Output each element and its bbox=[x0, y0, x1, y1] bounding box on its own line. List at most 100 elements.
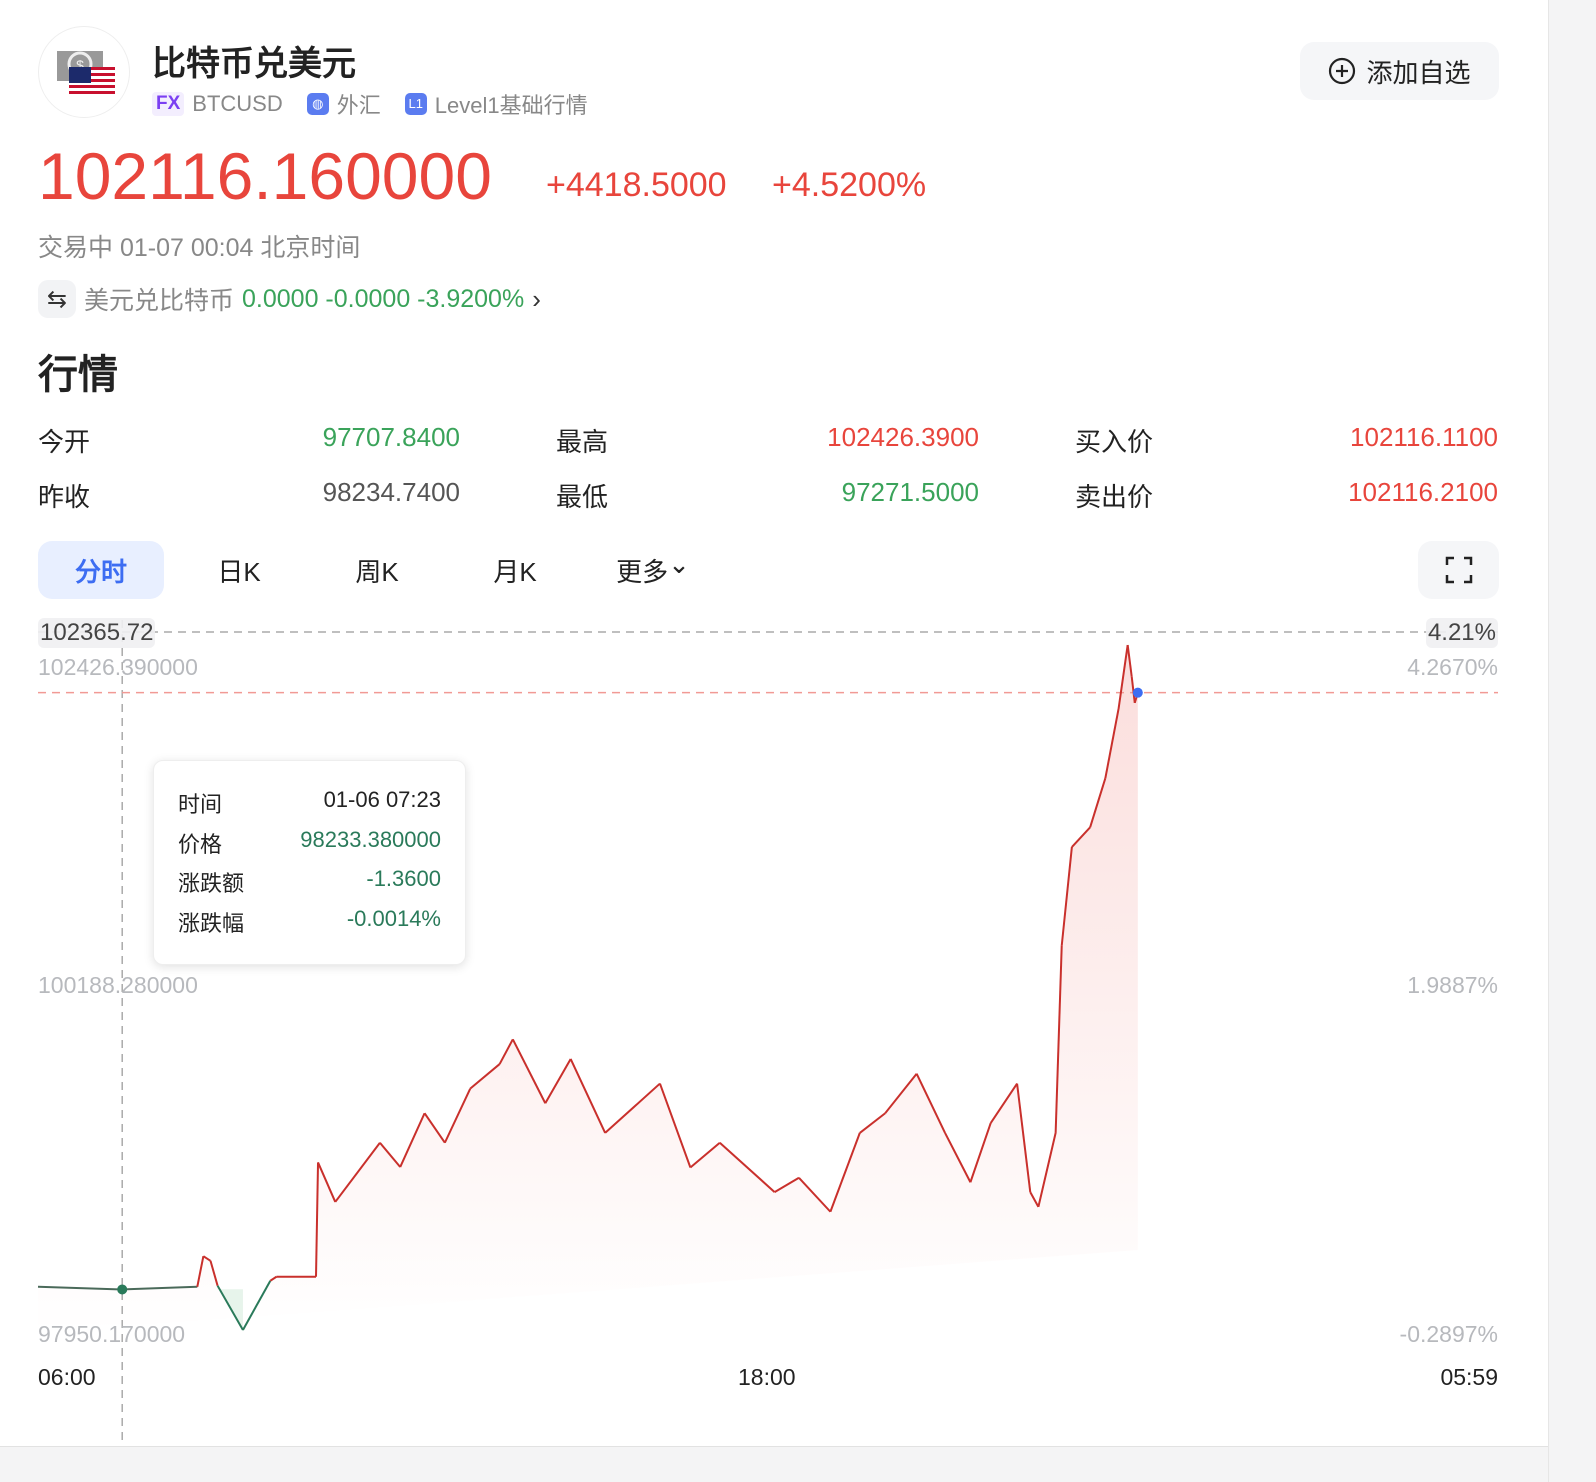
price-line-segment bbox=[511, 1038, 547, 1104]
market: 外汇 bbox=[336, 93, 381, 118]
y-right-tick: 1.9887% bbox=[1407, 972, 1498, 998]
price-line-segment bbox=[1089, 777, 1107, 828]
price-line-segment bbox=[498, 1038, 514, 1065]
price-line-segment bbox=[423, 1112, 446, 1144]
tooltip-value: 98233.380000 bbox=[300, 826, 441, 852]
price-line-segment bbox=[379, 1142, 401, 1168]
tooltip-label: 涨跌额 bbox=[178, 871, 245, 896]
price-line-segment bbox=[719, 1142, 776, 1193]
reverse-pair-name: 美元兑比特币 bbox=[84, 287, 235, 315]
price-change: +4418.5000 bbox=[546, 166, 727, 204]
trading-status: 交易中 01-07 00:04 北京时间 bbox=[38, 234, 361, 262]
stat-value: 97271.5000 bbox=[841, 477, 979, 507]
price-line-segment bbox=[944, 1132, 972, 1183]
tooltip-row: 价格 98233.380000 bbox=[178, 827, 441, 867]
tooltip-label: 涨跌幅 bbox=[178, 910, 245, 936]
price-line-segment bbox=[1126, 644, 1133, 677]
swap-icon: ⇆ bbox=[38, 280, 76, 318]
bottom-bar bbox=[0, 1446, 1548, 1482]
x-tick: 06:00 bbox=[38, 1364, 96, 1390]
price-line-segment bbox=[798, 1177, 832, 1213]
stat-label: 买入价 bbox=[1075, 427, 1154, 457]
tab-0[interactable]: 分时 bbox=[38, 541, 164, 599]
tab-2[interactable]: 周K bbox=[314, 541, 440, 599]
tab-label: 分时 bbox=[74, 556, 127, 587]
tab-3[interactable]: 月K bbox=[452, 541, 578, 599]
price-line-segment bbox=[689, 1141, 721, 1169]
add-watchlist-label: 添加自选 bbox=[1366, 57, 1471, 88]
price-line-segment bbox=[659, 1083, 692, 1168]
price-line-segment bbox=[859, 1112, 886, 1134]
price-line-segment bbox=[915, 1073, 946, 1134]
price-line-segment bbox=[443, 1088, 472, 1144]
price-line-segment bbox=[1117, 644, 1129, 710]
stat-label: 最高 bbox=[556, 427, 609, 457]
chevron-right-icon: › bbox=[532, 283, 541, 314]
level: Level1基础行情 bbox=[434, 93, 588, 118]
tab-label: 日K bbox=[217, 556, 261, 587]
price-line-segment bbox=[1060, 846, 1073, 946]
stat-value: 102116.2100 bbox=[1348, 477, 1498, 507]
symbol: BTCUSD bbox=[192, 91, 283, 116]
y-left-tick: 102426.390000 bbox=[38, 654, 198, 680]
price-line-segment bbox=[1054, 945, 1063, 1133]
tooltip-value: -0.0014% bbox=[346, 905, 441, 931]
add-watchlist-button[interactable]: 添加自选 bbox=[1300, 42, 1499, 100]
stat-label: 昨收 bbox=[38, 482, 91, 512]
stat-label: 卖出价 bbox=[1075, 482, 1154, 512]
price-line-segment bbox=[314, 1162, 320, 1277]
price-line-segment bbox=[216, 1285, 244, 1331]
price-line-segment bbox=[242, 1280, 272, 1331]
y-left-tick: 100188.280000 bbox=[38, 972, 198, 998]
symbol-tags: FX BTCUSD ◍ 外汇 L1 Level1基础行情 bbox=[152, 88, 588, 120]
stat-value: 98234.7400 bbox=[322, 477, 460, 507]
price-line-segment bbox=[569, 1058, 607, 1134]
stat-label: 今开 bbox=[38, 427, 91, 457]
price-line-segment bbox=[884, 1073, 918, 1114]
price-line-segment bbox=[829, 1132, 861, 1213]
tab-4[interactable]: 更多 ⌄ bbox=[590, 541, 716, 599]
price-line-segment bbox=[1016, 1083, 1032, 1193]
crosshair-price-label: 102365.72 bbox=[38, 618, 156, 648]
tooltip-label: 价格 bbox=[178, 831, 223, 857]
tooltip-row: 涨跌幅 -0.0014% bbox=[178, 906, 441, 946]
tab-label: 周K bbox=[355, 556, 399, 587]
price-line-segment bbox=[469, 1063, 501, 1090]
price-area bbox=[38, 645, 1138, 1333]
price-line-segment bbox=[122, 1285, 198, 1291]
tooltip-value: -1.3600 bbox=[366, 866, 441, 891]
chevron-down-icon: ⌄ bbox=[668, 548, 690, 579]
reverse-pair-values: 0.0000 -0.0000 -3.9200% bbox=[242, 284, 525, 313]
price-line-segment bbox=[1071, 826, 1091, 848]
currency-logo: $ bbox=[38, 26, 130, 118]
fullscreen-button[interactable] bbox=[1418, 541, 1499, 599]
x-tick: 05:59 bbox=[1440, 1364, 1498, 1390]
price-line-segment bbox=[37, 1285, 123, 1291]
fx-tag: FX bbox=[152, 92, 185, 116]
price-line-segment bbox=[209, 1260, 219, 1286]
price-line-segment bbox=[1037, 1132, 1057, 1208]
crosshair-pct-label: 4.21% bbox=[1425, 618, 1498, 648]
price-change-pct: +4.5200% bbox=[772, 166, 927, 204]
price-line-segment bbox=[774, 1176, 800, 1193]
tooltip-label: 时间 bbox=[178, 792, 223, 817]
price-line-segment bbox=[1104, 708, 1120, 779]
y-right-tick: -0.2897% bbox=[1399, 1321, 1498, 1347]
scrollbar[interactable] bbox=[1548, 0, 1596, 1482]
tab-label: 更多 bbox=[616, 556, 669, 587]
plus-circle-icon bbox=[1329, 57, 1356, 85]
price-line-segment bbox=[399, 1112, 426, 1168]
price-line-segment bbox=[196, 1255, 205, 1287]
tab-1[interactable]: 日K bbox=[176, 541, 302, 599]
price-line-segment bbox=[544, 1058, 572, 1104]
period-tabs: 分时 日K 周K 月K 更多 ⌄ bbox=[38, 541, 728, 599]
stat-value: 102426.3900 bbox=[827, 422, 979, 452]
tooltip-value: 01-06 07:23 bbox=[323, 787, 441, 812]
stat-label: 最低 bbox=[556, 482, 609, 512]
x-tick: 18:00 bbox=[738, 1364, 796, 1390]
reverse-pair-link[interactable]: ⇆ 美元兑比特币 0.0000 -0.0000 -3.9200% › bbox=[38, 280, 541, 318]
last-price-dot bbox=[1132, 687, 1143, 698]
price-line-segment bbox=[269, 1275, 277, 1282]
svg-text:$: $ bbox=[76, 57, 84, 73]
